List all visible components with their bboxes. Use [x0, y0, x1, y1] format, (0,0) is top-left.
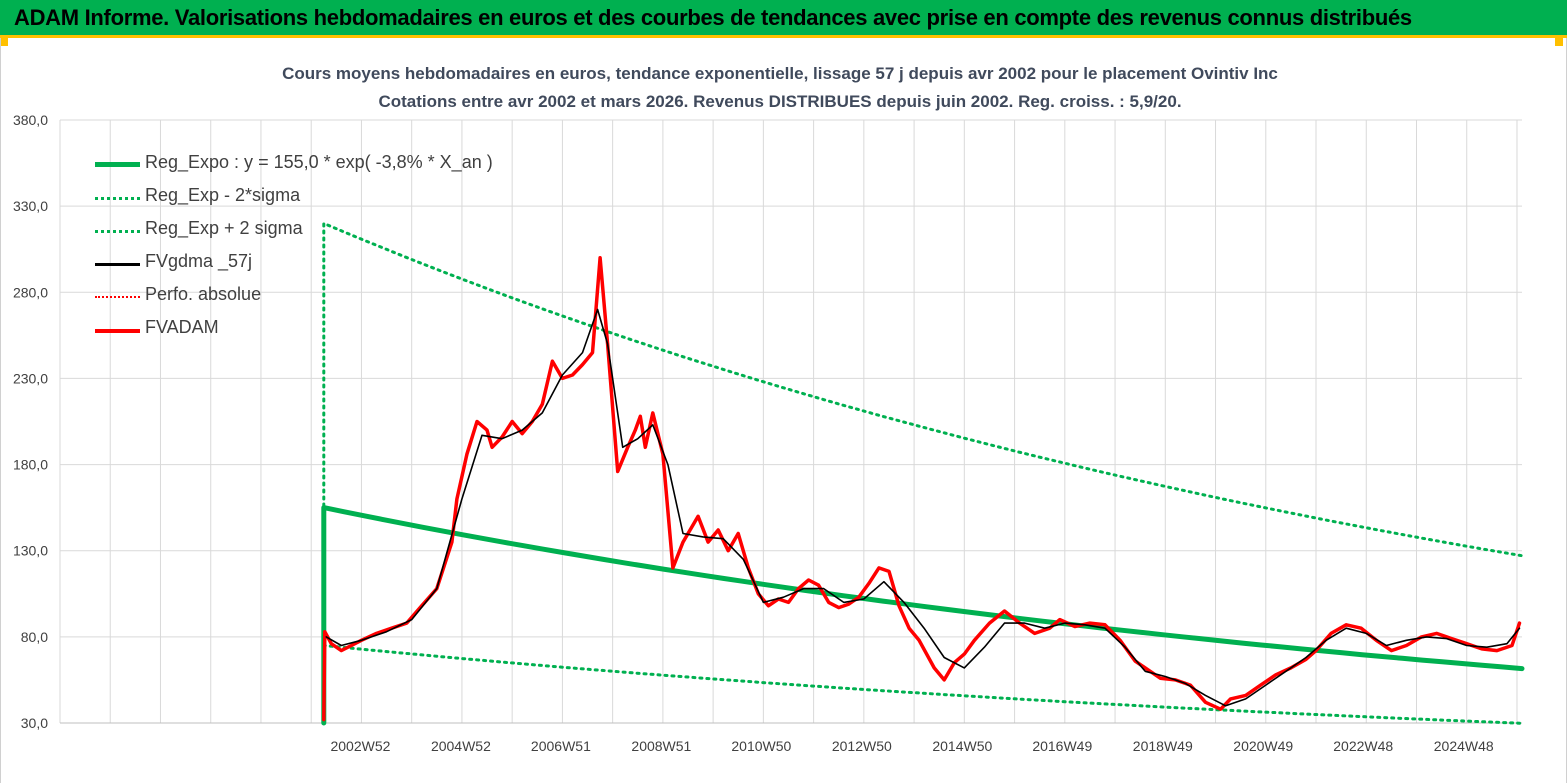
x-tick-label: 2006W51 [531, 738, 591, 754]
y-tick-label: 30,0 [21, 715, 48, 731]
corner-marker-left [0, 38, 8, 46]
x-tick-label: 2024W48 [1434, 738, 1494, 754]
legend-swatch-fvadam [95, 329, 140, 333]
y-tick-label: 280,0 [13, 284, 48, 300]
series-reg-exp-plus-2sigma [322, 221, 1524, 725]
x-tick-label: 2022W48 [1333, 738, 1393, 754]
legend-label: FVADAM [145, 317, 219, 337]
report-banner: ADAM Informe. Valorisations hebdomadaire… [0, 0, 1567, 38]
legend-swatch-reg-exp-plus [95, 230, 140, 233]
y-tick-label: 380,0 [13, 112, 48, 128]
series-fvgdma-57j [325, 308, 1521, 707]
series-reg-exp-minus-2sigma [322, 644, 1524, 725]
legend-swatch-fvgdma [95, 263, 140, 266]
x-tick-label: 2016W49 [1032, 738, 1092, 754]
legend-label: Reg_Expo : y = 155,0 * exp( -3,8% * X_an… [145, 152, 493, 172]
x-tick-label: 2014W50 [932, 738, 992, 754]
x-tick-label: 2002W52 [330, 738, 390, 754]
x-tick-label: 2004W52 [431, 738, 491, 754]
legend-swatch-reg-expo [95, 162, 140, 167]
x-tick-label: 2018W49 [1133, 738, 1193, 754]
chart-title-line2: Cotations entre avr 2002 et mars 2026. R… [378, 92, 1182, 111]
x-tick-label: 2012W50 [832, 738, 892, 754]
legend-label: Reg_Exp + 2 sigma [145, 218, 303, 238]
corner-marker-right [1555, 38, 1563, 46]
series-fvadam [322, 256, 1522, 722]
x-tick-label: 2020W49 [1233, 738, 1293, 754]
y-axis-ticks: 30,0 80,0 130,0 180,0 230,0 280,0 330,0 380,0 [13, 112, 48, 731]
y-tick-label: 330,0 [13, 198, 48, 214]
legend-label: Perfo. absolue [145, 284, 262, 304]
legend-swatch-perfo [95, 296, 140, 298]
series-lines [321, 221, 1525, 726]
legend-swatch-reg-exp-minus [95, 197, 140, 200]
x-axis-ticks: 2002W52 2004W52 2006W51 2008W51 2010W50 2012W… [330, 738, 1493, 754]
x-tick-label: 2008W51 [631, 738, 691, 754]
y-tick-label: 180,0 [13, 457, 48, 473]
report-title: ADAM Informe. Valorisations hebdomadaire… [14, 5, 1412, 30]
y-tick-label: 230,0 [13, 370, 48, 386]
grid-lines [59, 119, 1522, 724]
y-tick-label: 130,0 [13, 543, 48, 559]
legend-label: FVgdma _57j [145, 251, 253, 271]
legend-label: Reg_Exp - 2*sigma [145, 185, 301, 205]
series-reg-expo [321, 505, 1525, 726]
chart-title-line1: Cours moyens hebdomadaires en euros, ten… [282, 64, 1278, 83]
x-tick-label: 2010W50 [731, 738, 791, 754]
y-tick-label: 80,0 [21, 629, 48, 645]
